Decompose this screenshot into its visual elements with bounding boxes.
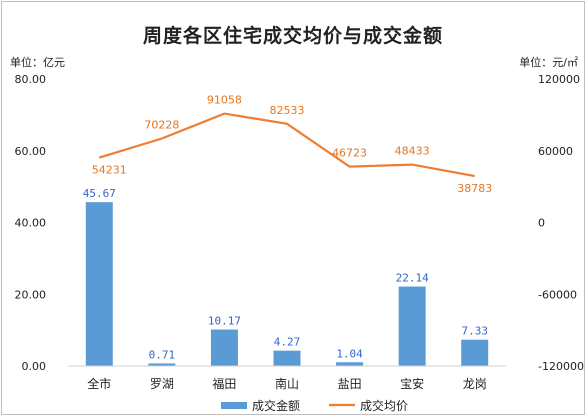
right-tick-label: -120000 — [538, 360, 584, 373]
right-axis-unit: 单位：元/㎡ — [519, 55, 578, 69]
left-axis: 0.00 20.00 40.00 60.00 80.00 — [15, 73, 47, 373]
bar-value-label: 7.33 — [461, 325, 488, 338]
bar — [273, 350, 301, 366]
line-value-label: 38783 — [457, 182, 492, 195]
bar-value-label: 45.67 — [83, 187, 116, 200]
bar — [398, 286, 426, 366]
category-label: 罗湖 — [150, 376, 174, 391]
left-tick-label: 60.00 — [15, 145, 47, 158]
bar-value-label: 1.04 — [336, 347, 363, 360]
bar-value-label: 4.27 — [274, 336, 301, 349]
line-path — [98, 112, 475, 178]
left-tick-label: 40.00 — [15, 217, 47, 230]
x-axis: 全市 罗湖 福田 南山 盐田 宝安 龙岗 — [68, 365, 506, 391]
category-label: 全市 — [87, 376, 111, 391]
bar — [148, 363, 176, 366]
line-value-label: 70228 — [144, 119, 179, 132]
bar-value-label: 22.14 — [396, 272, 429, 285]
right-tick-label: -60000 — [538, 288, 577, 301]
line-value-label: 48433 — [395, 145, 430, 158]
line-value-label: 54231 — [92, 164, 127, 177]
chart-title: 周度各区住宅成交均价与成交金额 — [143, 24, 443, 47]
right-axis: -120000 -60000 0 60000 120000 — [538, 73, 584, 373]
right-tick-label: 0 — [538, 217, 545, 230]
left-axis-unit: 单位：亿元 — [10, 55, 65, 69]
legend-swatch-bar — [221, 402, 247, 409]
bar — [461, 339, 489, 366]
left-tick-label: 0.00 — [22, 360, 47, 373]
category-label: 南山 — [275, 376, 299, 391]
left-tick-label: 20.00 — [15, 288, 47, 301]
bar-value-label: 10.17 — [208, 315, 241, 328]
line-series: 54231 70228 91058 82533 46723 48433 38783 — [92, 94, 492, 196]
category-label: 宝安 — [400, 376, 424, 391]
left-tick-label: 80.00 — [15, 73, 47, 86]
line-value-label: 46723 — [332, 147, 367, 160]
category-label: 福田 — [212, 376, 236, 391]
legend: 成交金额 成交均价 — [221, 398, 408, 413]
legend-label-line: 成交均价 — [360, 398, 408, 413]
right-tick-label: 60000 — [538, 145, 573, 158]
category-label: 龙岗 — [463, 377, 487, 391]
bar-series: 45.67 0.71 10.17 4.27 1.04 22.14 7.33 — [83, 187, 489, 366]
bar-value-label: 0.71 — [149, 348, 176, 361]
bar — [210, 329, 238, 366]
bar — [85, 202, 113, 366]
legend-label-bar: 成交金额 — [252, 398, 300, 413]
bar — [336, 362, 364, 366]
right-tick-label: 120000 — [538, 73, 580, 86]
line-value-label: 91058 — [207, 94, 242, 107]
category-label: 盐田 — [338, 377, 362, 391]
line-value-label: 82533 — [270, 104, 305, 117]
